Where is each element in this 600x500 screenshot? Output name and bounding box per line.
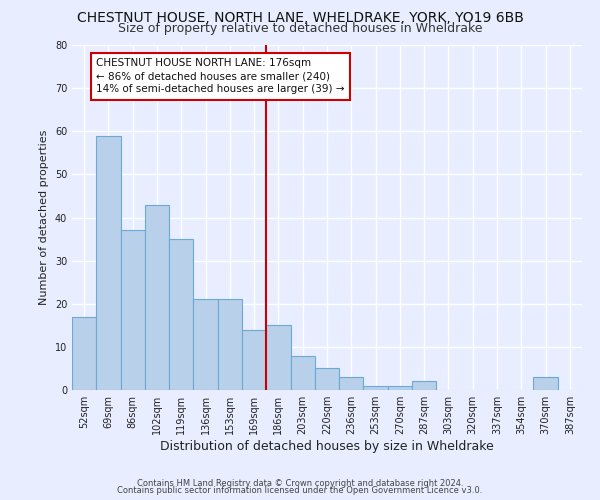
Bar — [388, 386, 412, 390]
Bar — [72, 316, 96, 390]
Bar — [266, 326, 290, 390]
Bar — [339, 377, 364, 390]
Text: Contains public sector information licensed under the Open Government Licence v3: Contains public sector information licen… — [118, 486, 482, 495]
Bar — [121, 230, 145, 390]
Text: CHESTNUT HOUSE NORTH LANE: 176sqm
← 86% of detached houses are smaller (240)
14%: CHESTNUT HOUSE NORTH LANE: 176sqm ← 86% … — [96, 58, 345, 94]
Text: Size of property relative to detached houses in Wheldrake: Size of property relative to detached ho… — [118, 22, 482, 35]
X-axis label: Distribution of detached houses by size in Wheldrake: Distribution of detached houses by size … — [160, 440, 494, 453]
Y-axis label: Number of detached properties: Number of detached properties — [39, 130, 49, 305]
Bar — [412, 382, 436, 390]
Bar — [290, 356, 315, 390]
Bar — [533, 377, 558, 390]
Bar — [218, 300, 242, 390]
Text: CHESTNUT HOUSE, NORTH LANE, WHELDRAKE, YORK, YO19 6BB: CHESTNUT HOUSE, NORTH LANE, WHELDRAKE, Y… — [77, 11, 523, 25]
Bar — [96, 136, 121, 390]
Bar — [242, 330, 266, 390]
Bar — [364, 386, 388, 390]
Bar — [315, 368, 339, 390]
Bar — [169, 239, 193, 390]
Bar — [193, 300, 218, 390]
Bar — [145, 204, 169, 390]
Text: Contains HM Land Registry data © Crown copyright and database right 2024.: Contains HM Land Registry data © Crown c… — [137, 478, 463, 488]
